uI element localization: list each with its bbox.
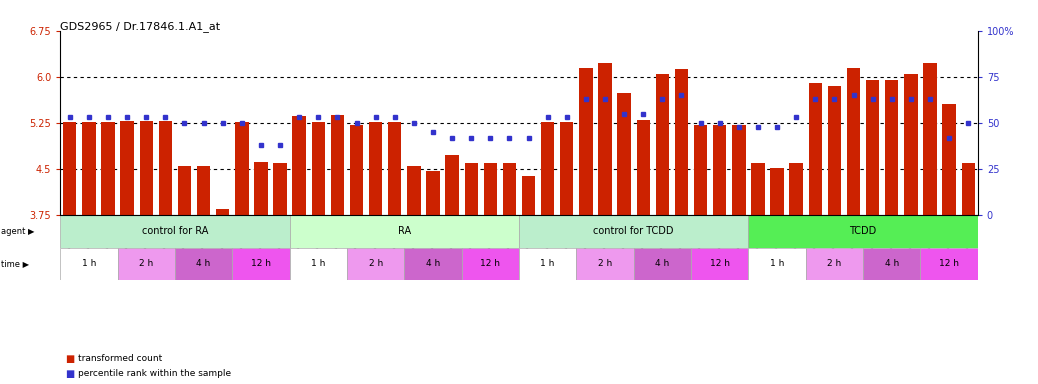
Bar — [598, 63, 611, 215]
Bar — [502, 163, 516, 215]
Text: 12 h: 12 h — [481, 260, 500, 268]
Text: agent ▶: agent ▶ — [1, 227, 34, 236]
Bar — [943, 104, 956, 215]
Text: 12 h: 12 h — [710, 260, 730, 268]
Bar — [579, 68, 593, 215]
Bar — [331, 115, 344, 215]
Text: GDS2965 / Dr.17846.1.A1_at: GDS2965 / Dr.17846.1.A1_at — [60, 21, 220, 32]
Bar — [174, 248, 233, 280]
Bar — [694, 125, 707, 215]
Bar — [866, 80, 879, 215]
Bar — [407, 166, 420, 215]
Bar — [576, 248, 633, 280]
Bar — [347, 248, 404, 280]
Bar — [675, 70, 688, 215]
Text: ■: ■ — [65, 369, 75, 379]
Bar — [139, 121, 153, 215]
Text: 4 h: 4 h — [196, 260, 211, 268]
Text: control for RA: control for RA — [142, 226, 208, 237]
Bar — [60, 248, 117, 280]
Text: 4 h: 4 h — [884, 260, 899, 268]
Bar — [790, 163, 802, 215]
Bar — [748, 215, 978, 248]
Bar — [60, 215, 290, 248]
Bar — [254, 162, 268, 215]
Bar — [63, 122, 77, 215]
Text: 4 h: 4 h — [655, 260, 670, 268]
Bar — [847, 68, 861, 215]
Text: percentile rank within the sample: percentile rank within the sample — [78, 369, 231, 378]
Bar — [618, 93, 631, 215]
Text: RA: RA — [398, 226, 411, 237]
Bar — [427, 171, 440, 215]
Bar — [636, 120, 650, 215]
Text: 2 h: 2 h — [598, 260, 612, 268]
Bar — [82, 122, 95, 215]
Text: 2 h: 2 h — [139, 260, 154, 268]
Bar — [748, 248, 805, 280]
Text: 1 h: 1 h — [541, 260, 555, 268]
Text: control for TCDD: control for TCDD — [594, 226, 674, 237]
Bar — [177, 166, 191, 215]
Bar — [519, 215, 748, 248]
Bar — [691, 248, 748, 280]
Bar — [311, 122, 325, 215]
Bar — [805, 248, 864, 280]
Bar — [388, 122, 402, 215]
Bar — [519, 248, 576, 280]
Bar — [522, 176, 536, 215]
Bar — [561, 122, 573, 215]
Bar — [120, 121, 134, 215]
Bar — [732, 125, 745, 215]
Bar — [633, 248, 691, 280]
Bar — [350, 125, 363, 215]
Bar — [102, 122, 114, 215]
Bar — [216, 209, 229, 215]
Bar — [713, 125, 727, 215]
Bar — [541, 122, 554, 215]
Bar — [885, 80, 899, 215]
Bar — [752, 163, 765, 215]
Bar — [462, 248, 519, 280]
Bar — [290, 248, 347, 280]
Text: 12 h: 12 h — [939, 260, 959, 268]
Bar — [827, 86, 841, 215]
Text: time ▶: time ▶ — [1, 260, 29, 268]
Bar — [770, 168, 784, 215]
Bar — [273, 163, 286, 215]
Bar — [290, 215, 519, 248]
Bar — [293, 116, 306, 215]
Bar — [233, 248, 290, 280]
Bar — [159, 121, 172, 215]
Bar — [864, 248, 921, 280]
Text: transformed count: transformed count — [78, 354, 162, 363]
Text: TCDD: TCDD — [849, 226, 877, 237]
Bar — [809, 83, 822, 215]
Text: 2 h: 2 h — [368, 260, 383, 268]
Bar — [484, 163, 497, 215]
Bar — [961, 163, 975, 215]
Bar — [236, 122, 248, 215]
Bar — [197, 166, 211, 215]
Bar — [117, 248, 174, 280]
Bar — [368, 122, 382, 215]
Text: 12 h: 12 h — [251, 260, 271, 268]
Text: 4 h: 4 h — [426, 260, 440, 268]
Bar — [445, 156, 459, 215]
Bar — [921, 248, 978, 280]
Bar — [404, 248, 462, 280]
Text: 1 h: 1 h — [311, 260, 326, 268]
Bar — [465, 163, 477, 215]
Bar — [924, 63, 936, 215]
Text: ■: ■ — [65, 354, 75, 364]
Bar — [904, 74, 918, 215]
Text: 1 h: 1 h — [770, 260, 785, 268]
Text: 2 h: 2 h — [827, 260, 842, 268]
Bar — [656, 74, 670, 215]
Text: 1 h: 1 h — [82, 260, 97, 268]
